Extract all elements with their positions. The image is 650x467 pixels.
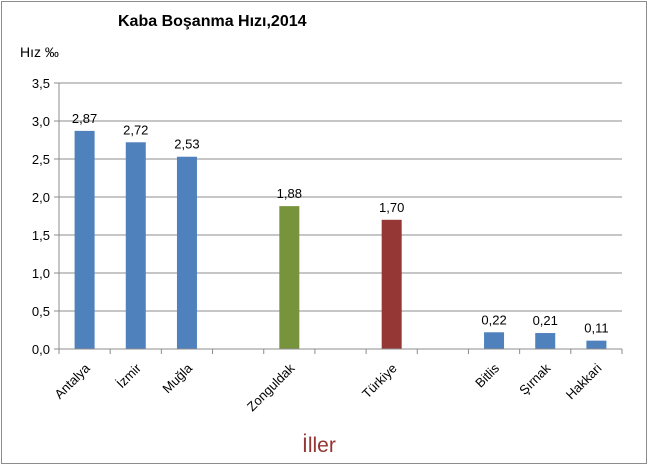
data-label: 0,11	[584, 321, 608, 336]
bar-Bitlis	[484, 332, 505, 349]
bar-Türkiye	[381, 219, 402, 349]
y-tick-label: 2,5	[32, 152, 50, 167]
y-tick-label: 0,0	[32, 342, 50, 357]
bars	[74, 130, 607, 349]
bar-Zonguldak	[279, 206, 300, 349]
y-tick-label: 2,0	[32, 190, 50, 205]
x-tick-label: Hakkari	[563, 360, 605, 402]
data-label: 2,72	[123, 122, 148, 137]
x-tick-label: Muğla	[159, 360, 195, 396]
y-tick-label: 1,0	[32, 266, 50, 281]
x-tick-label: İzmir	[113, 360, 144, 391]
x-tick-label: Bitlis	[472, 360, 502, 390]
bar-Hakkari	[586, 340, 607, 349]
y-tick-label: 3,5	[32, 76, 50, 91]
y-tick-label: 0,5	[32, 304, 50, 319]
x-tick-label: Şırnak	[516, 360, 554, 398]
y-tick-label: 1,5	[32, 228, 50, 243]
x-tick-label: Antalya	[51, 360, 93, 402]
data-label: 2,53	[174, 137, 199, 152]
x-tick-labels: Antalya İzmir Muğla Zonguldak Türkiye Bitlis Ş…	[51, 360, 604, 414]
data-label: 2,87	[72, 111, 97, 126]
bar-İzmir	[125, 142, 146, 349]
gridlines	[59, 82, 622, 312]
bar-Şırnak	[535, 333, 556, 349]
data-label: 0,21	[533, 313, 558, 328]
x-tick-label: Türkiye	[359, 361, 400, 402]
data-labels: 2,87 2,72 2,53 1,88 1,70 0,22 0,21 0,11	[72, 111, 609, 336]
bar-Muğla	[176, 156, 197, 349]
data-label: 1,88	[277, 186, 302, 201]
y-axis-label: Hız ‰	[20, 44, 59, 60]
data-label: 1,70	[379, 200, 404, 215]
chart-title: Kaba Boşanma Hızı,2014	[118, 13, 307, 30]
y-tick-labels: 0,0 0,5 1,0 1,5 2,0 2,5 3,0 3,5	[32, 76, 50, 357]
data-label: 0,22	[481, 312, 506, 327]
x-tick-label: Zonguldak	[244, 360, 298, 414]
x-axis-label: İller	[302, 434, 336, 457]
bar-Antalya	[74, 130, 95, 349]
y-tick-label: 3,0	[32, 114, 50, 129]
axes	[54, 82, 623, 354]
